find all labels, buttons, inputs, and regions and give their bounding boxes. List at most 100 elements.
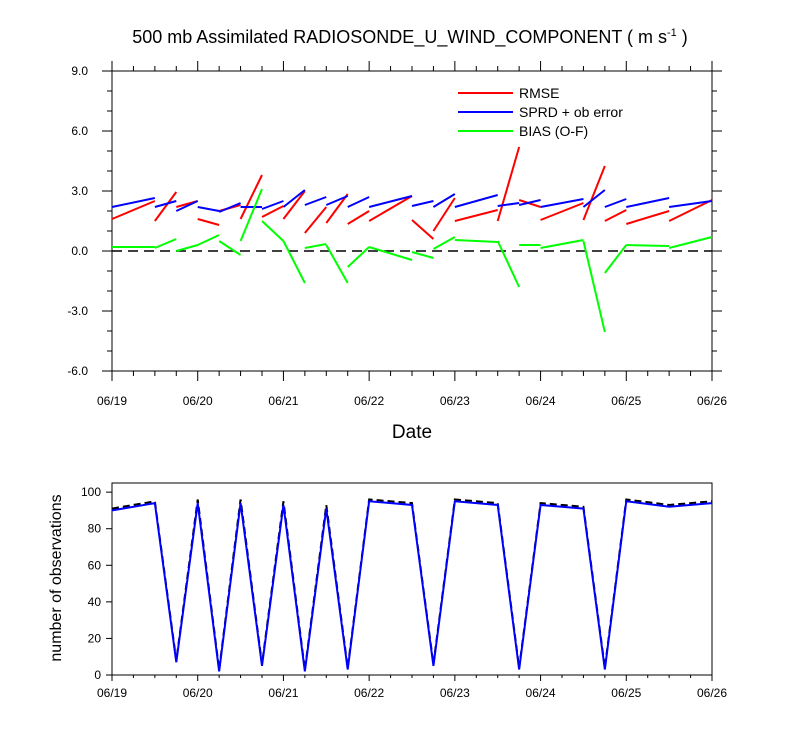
- series-rmse-segment: [368, 195, 413, 222]
- series-sprd-ob-error-segment: [604, 198, 627, 208]
- observations-line-dashed: [111, 498, 713, 670]
- series-sprd-ob-error-segment: [626, 197, 670, 208]
- series-rmse-segment: [582, 165, 606, 221]
- chart-title-units-exponent: -1: [667, 27, 677, 39]
- bottom-x-tick-label: 06/26: [697, 686, 727, 700]
- chart-title-close: ): [677, 27, 688, 47]
- bottom-y-tick-label: 0: [94, 668, 101, 682]
- series-bias-o-f-segment: [668, 236, 713, 249]
- series-bias-o-f-segment: [239, 188, 263, 242]
- legend-label-rmse: RMSE: [519, 85, 559, 101]
- legend: RMSE SPRD + ob error BIAS (O-F): [458, 85, 623, 139]
- series-bias-o-f-segment: [304, 243, 327, 249]
- series-rmse-segment: [668, 199, 713, 222]
- top-y-tick-label: 6.0: [71, 124, 88, 138]
- top-y-tick-label: -6.0: [67, 364, 88, 378]
- top-x-tick-label: 06/21: [268, 394, 298, 408]
- series-bias-o-f-segment: [540, 239, 584, 249]
- bottom-x-tick-label: 06/21: [268, 686, 298, 700]
- series-rmse-segment: [411, 219, 435, 240]
- series-sprd-ob-error-segment: [497, 202, 520, 207]
- series-sprd-ob-error-segment: [282, 189, 306, 208]
- bottom-x-tick-label: 06/19: [97, 686, 127, 700]
- series-bias-o-f-segment: [411, 251, 434, 259]
- bottom-x-tick-label: 06/22: [354, 686, 384, 700]
- series-sprd-ob-error-segment: [175, 200, 199, 212]
- series-sprd-ob-error-segment: [347, 196, 370, 208]
- series-bias-o-f-segment: [325, 244, 349, 284]
- series-sprd-ob-error-segment: [368, 195, 413, 208]
- bottom-x-tick-label: 06/25: [611, 686, 641, 700]
- series-rmse-segment: [347, 210, 370, 225]
- series-sprd-ob-error-segment: [669, 200, 713, 208]
- top-x-tick-label: 06/25: [611, 394, 641, 408]
- series-sprd-ob-error-segment: [454, 194, 498, 208]
- top-y-tick-label: 9.0: [71, 64, 88, 78]
- series-sprd-ob-error-segment: [218, 202, 241, 213]
- top-y-tick-label: 0.0: [71, 244, 88, 258]
- top-panel: -6.0 -3.0 0.0 3.0 6.0 9.0 06/19 06/20 06/21 06/22…: [67, 61, 727, 408]
- bottom-x-tick-label: 06/20: [183, 686, 213, 700]
- series-sprd-ob-error-segment: [518, 199, 541, 206]
- series-bias-o-f-segment: [496, 240, 521, 288]
- series-sprd-ob-error-segment: [411, 200, 434, 207]
- series-bias-o-f-segment: [261, 220, 285, 242]
- top-x-tick-label: 06/22: [354, 394, 384, 408]
- bottom-x-tick-label: 06/23: [440, 686, 470, 700]
- series-sprd-ob-error-segment: [325, 195, 349, 206]
- series-rmse-segment: [239, 174, 263, 220]
- series-rmse-segment: [111, 200, 156, 220]
- top-x-tick-label: 06/19: [97, 394, 127, 408]
- series-rmse-segment: [197, 218, 220, 226]
- top-y-tick-label: -3.0: [67, 304, 88, 318]
- series-bias-o-f-segment: [282, 240, 306, 284]
- bottom-y-tick-label: 20: [88, 631, 102, 645]
- top-x-tick-label: 06/24: [526, 394, 556, 408]
- series-sprd-ob-error-segment: [154, 200, 177, 208]
- series-bias-o-f-segment: [454, 239, 498, 243]
- series-sprd-ob-error-segment: [197, 206, 220, 212]
- legend-label-spread: SPRD + ob error: [519, 104, 623, 120]
- series-sprd-ob-error-segment: [111, 197, 156, 208]
- series-bias-o-f-segment: [197, 234, 220, 246]
- series-rmse-segment: [282, 190, 306, 220]
- series-bias-o-f-segment: [154, 238, 177, 249]
- series-rmse-segment: [261, 205, 284, 218]
- series-bias-o-f-segment: [432, 236, 456, 250]
- bottom-y-tick-label: 40: [88, 595, 102, 609]
- series-bias-o-f-segment: [604, 244, 628, 274]
- bottom-y-tick-label: 80: [88, 522, 102, 536]
- series-bias-o-f-segment: [347, 246, 370, 268]
- top-x-tick-label: 06/26: [697, 394, 727, 408]
- series-rmse-segment: [432, 197, 456, 232]
- top-x-axis-label: Date: [392, 422, 432, 443]
- bottom-y-tick-label: 60: [88, 558, 102, 572]
- series-rmse-segment: [154, 191, 178, 222]
- bottom-x-tick-label: 06/24: [526, 686, 556, 700]
- series-bias-o-f-segment: [368, 246, 413, 261]
- series-sprd-ob-error-segment: [582, 189, 606, 208]
- series-rmse-segment: [604, 209, 627, 222]
- series-rmse-segment: [540, 202, 584, 221]
- bottom-y-axis-label: number of observations: [48, 494, 65, 661]
- series-bias-o-f-segment: [176, 244, 198, 252]
- legend-label-bias: BIAS (O-F): [519, 123, 588, 139]
- series-sprd-ob-error-segment: [304, 196, 327, 206]
- series-bias-o-f-segment: [582, 240, 606, 333]
- series-bias-o-f-segment: [218, 240, 242, 256]
- series-rmse-segment: [625, 210, 670, 225]
- series-rmse-segment: [304, 206, 328, 234]
- series-rmse-segment: [325, 193, 349, 224]
- chart-title-main: 500 mb Assimilated RADIOSONDE_U_WIND_COM…: [132, 27, 667, 48]
- series-sprd-ob-error-segment: [540, 198, 584, 208]
- top-x-tick-label: 06/23: [440, 394, 470, 408]
- chart-title: 500 mb Assimilated RADIOSONDE_U_WIND_COM…: [132, 27, 688, 48]
- top-x-tick-label: 06/20: [183, 394, 213, 408]
- series-sprd-ob-error-segment: [432, 193, 456, 208]
- bottom-y-tick-label: 100: [81, 485, 101, 499]
- series-rmse-segment: [454, 209, 498, 222]
- top-y-tick-label: 3.0: [71, 184, 88, 198]
- series-bias-o-f-segment: [626, 244, 670, 247]
- observations-line-solid: [111, 500, 713, 672]
